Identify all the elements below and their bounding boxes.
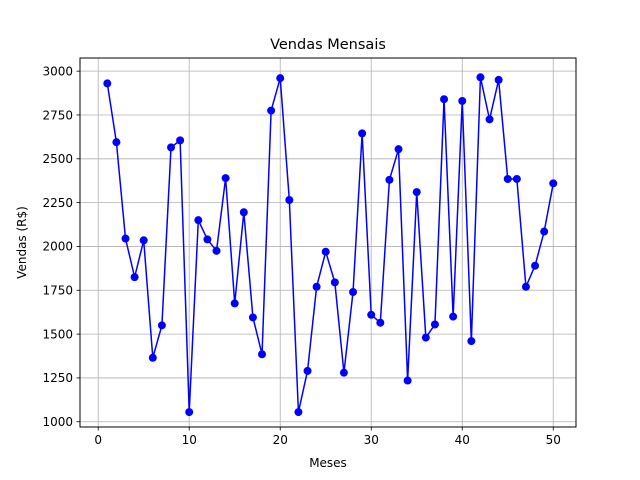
data-point	[494, 75, 503, 84]
plot-frame	[79, 57, 577, 428]
y-tick-label: 2750	[42, 108, 73, 122]
data-point	[167, 143, 176, 152]
y-tick-label: 1250	[42, 371, 73, 385]
x-tick-label: 20	[273, 433, 288, 447]
data-point	[221, 174, 230, 183]
x-tick-label: 30	[364, 433, 379, 447]
data-point	[176, 136, 185, 145]
data-point	[421, 333, 430, 342]
data-point	[321, 247, 330, 256]
x-tick-label: 50	[546, 433, 561, 447]
data-point	[385, 175, 394, 184]
data-point	[267, 106, 276, 115]
y-axis-label: Vendas (R$)	[15, 206, 29, 279]
data-point	[203, 235, 212, 244]
data-point	[440, 95, 449, 104]
data-point	[112, 138, 121, 147]
data-point	[258, 350, 267, 359]
data-point	[139, 236, 148, 245]
y-tick-label: 3000	[42, 64, 73, 78]
y-tick-label: 2500	[42, 152, 73, 166]
data-point	[349, 288, 358, 297]
data-point	[312, 282, 321, 291]
data-point	[330, 278, 339, 287]
series-line	[106, 76, 554, 413]
y-tick-label: 1750	[42, 284, 73, 298]
grid-lines	[80, 58, 576, 427]
y-tick-label: 2250	[42, 196, 73, 210]
data-point	[239, 208, 248, 217]
data-point	[503, 174, 512, 183]
data-point	[394, 145, 403, 154]
data-point	[412, 188, 421, 197]
data-point	[521, 282, 530, 291]
data-point	[458, 96, 467, 105]
data-point	[285, 195, 294, 204]
data-point	[230, 299, 239, 308]
data-point	[276, 74, 285, 83]
data-point	[130, 273, 139, 282]
data-point	[157, 321, 166, 330]
data-point	[103, 79, 112, 88]
data-point	[540, 227, 549, 236]
data-point	[430, 320, 439, 329]
y-tick-label: 1000	[42, 415, 73, 429]
data-point	[403, 376, 412, 385]
data-series	[103, 73, 558, 417]
data-point	[148, 353, 157, 362]
data-point	[294, 408, 303, 417]
data-point	[194, 216, 203, 225]
axis-ticks: 0 10 20 30 40 50 1000 1250 1500 1750 2000 2250 2500 2…	[42, 64, 560, 447]
data-point	[485, 115, 494, 124]
data-point	[549, 179, 558, 188]
y-tick-label: 1500	[42, 327, 73, 341]
data-point	[376, 318, 385, 327]
x-tick-label: 10	[182, 433, 197, 447]
data-point	[212, 246, 221, 255]
data-point	[358, 129, 367, 138]
data-point	[531, 261, 540, 270]
x-tick-label: 40	[455, 433, 470, 447]
x-axis-label: Meses	[309, 456, 347, 470]
data-point	[512, 174, 521, 183]
data-point	[367, 310, 376, 319]
data-point	[303, 366, 312, 375]
data-point	[476, 73, 485, 82]
chart-title: Vendas Mensais	[270, 37, 386, 53]
y-tick-label: 2000	[42, 240, 73, 254]
data-point	[248, 313, 257, 322]
data-point	[121, 234, 130, 243]
data-point	[467, 337, 476, 346]
data-point	[339, 368, 348, 377]
data-point	[449, 312, 458, 321]
x-tick-label: 0	[94, 433, 102, 447]
data-point	[185, 408, 194, 417]
